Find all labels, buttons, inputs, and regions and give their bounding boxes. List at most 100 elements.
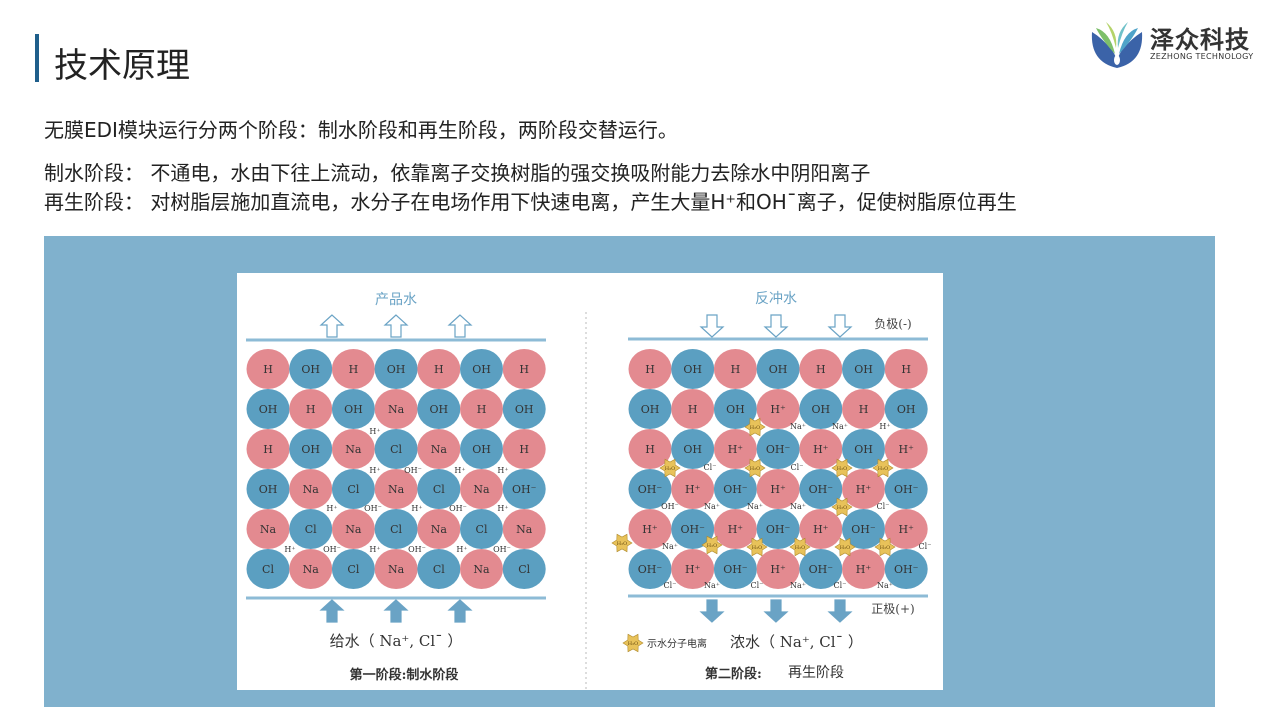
resin-bead-cation <box>671 469 715 509</box>
ion-label: H⁺ <box>369 466 380 475</box>
water-ionization-star-icon <box>834 537 856 557</box>
bead-label: OH⁻ <box>851 523 876 536</box>
bead-label: OH <box>769 363 788 376</box>
ion-label: Na⁺ <box>790 581 806 590</box>
bead-label: OH <box>344 403 363 416</box>
water-molecule-label: H₂O <box>795 545 805 551</box>
resin-bead-cation <box>417 349 461 389</box>
ion-label: H⁺ <box>369 545 380 554</box>
bead-label: H <box>645 443 655 456</box>
water-molecule-label: H₂O <box>617 541 627 547</box>
resin-bead-cation <box>756 389 800 429</box>
ion-label: H⁺ <box>497 466 508 475</box>
resin-bead-anion <box>374 509 418 549</box>
bead-label: H⁺ <box>728 523 744 536</box>
resin-bead-cation <box>502 429 546 469</box>
ion-label: Cl⁻ <box>704 463 717 472</box>
resin-bead-anion <box>246 389 290 429</box>
resin-bead-anion <box>289 509 333 549</box>
stage-1-caption: 第一阶段:制水阶段 <box>350 667 459 683</box>
backwash-arrow-down-icon <box>763 314 789 338</box>
ion-label: OH⁻ <box>493 545 511 554</box>
resin-bead-anion <box>756 429 800 469</box>
resin-bead-cation <box>842 469 885 509</box>
ion-label: H⁺ <box>879 422 890 431</box>
bead-label: H <box>859 403 869 416</box>
resin-bead-anion <box>713 389 757 429</box>
bead-label: OH⁻ <box>809 563 834 576</box>
ion-label: Na⁺ <box>877 581 893 590</box>
bead-label: Na <box>303 483 320 496</box>
stage-2-name: 再生阶段 <box>788 665 844 681</box>
water-molecule-label: H₂O <box>707 543 717 549</box>
feed-water-arrow-up-icon <box>383 599 409 623</box>
bead-label: H⁺ <box>813 443 829 456</box>
ion-label: H⁺ <box>497 504 508 513</box>
ion-label: Na⁺ <box>704 581 720 590</box>
resin-bead-anion <box>799 389 843 429</box>
water-ionization-star-icon <box>744 458 766 478</box>
resin-bead-cation <box>628 509 672 549</box>
resin-bead-cation <box>331 509 375 549</box>
bead-label: Cl <box>390 443 402 456</box>
ion-label: Na⁺ <box>704 502 720 511</box>
resin-bead-anion <box>671 349 715 389</box>
bead-label: OH⁻ <box>723 483 748 496</box>
bead-label: H <box>519 363 529 376</box>
concentrate-water-label: 浓水（ Na⁺, Cl¯ ） <box>730 633 863 651</box>
backwash-water-label: 反冲水 <box>755 291 797 307</box>
resin-bead-anion <box>671 429 715 469</box>
bead-label: Na <box>388 483 405 496</box>
product-water-arrow-up-icon <box>383 314 409 338</box>
product-water-arrow-up-icon <box>319 314 345 338</box>
bead-label: OH <box>811 403 830 416</box>
anode-label: 正极(+) <box>871 602 914 616</box>
bead-label: OH <box>429 403 448 416</box>
bead-label: H⁺ <box>770 563 786 576</box>
resin-bead-cation <box>628 349 672 389</box>
resin-bead-anion <box>502 469 546 509</box>
bead-label: H⁺ <box>728 443 744 456</box>
resin-bead-anion <box>502 549 546 589</box>
resin-bead-anion <box>417 549 461 589</box>
resin-bead-anion <box>374 429 418 469</box>
water-ionization-star-icon <box>744 417 766 437</box>
bead-label: H <box>901 363 911 376</box>
bead-label: H <box>477 403 487 416</box>
bead-label: Na <box>303 563 320 576</box>
cathode-label: 负极(-) <box>874 317 911 331</box>
concentrate-arrow-down-icon <box>763 599 789 623</box>
water-molecule-label: H₂O <box>880 545 890 551</box>
edi-diagram: 产品水 反冲水 负极(-) 正极(+) 给水（ Na⁺, Cl¯ ） 第一阶段:… <box>246 291 931 690</box>
resin-bead-cation <box>799 349 843 389</box>
ion-label: OH⁻ <box>364 504 382 513</box>
resin-bead-anion <box>289 429 333 469</box>
bead-label: OH <box>726 403 745 416</box>
ion-label: Cl⁻ <box>791 463 804 472</box>
water-molecule-label: H₂O <box>840 545 850 551</box>
bead-label: H <box>263 363 273 376</box>
feed-water-arrow-up-icon <box>319 599 345 623</box>
concentrate-arrow-down-icon <box>699 599 725 623</box>
feed-water-arrow-up-icon <box>447 599 473 623</box>
bead-label: OH <box>387 363 406 376</box>
bead-label: OH <box>641 403 660 416</box>
ion-label: Cl⁻ <box>751 581 764 590</box>
bead-label: H⁺ <box>770 403 786 416</box>
ion-label: Na⁺ <box>662 542 678 551</box>
backwash-arrow-down-icon <box>827 314 853 338</box>
ion-label: H⁺ <box>411 504 422 513</box>
bead-label: Cl <box>518 563 530 576</box>
ion-label: Cl⁻ <box>877 502 890 511</box>
logo-name-en: ZEZHONG TECHNOLOGY <box>1150 52 1254 61</box>
water-ionization-star-icon <box>622 633 644 653</box>
bead-label: Cl <box>433 483 445 496</box>
resin-bead-cation <box>502 509 546 549</box>
water-molecule-label: H₂O <box>665 466 675 472</box>
bead-label: Cl <box>262 563 274 576</box>
bead-label: Na <box>260 523 277 536</box>
lotus-logo-icon <box>1091 22 1143 68</box>
water-ionization-star-icon <box>701 535 723 555</box>
resin-bead-anion <box>628 469 672 509</box>
page-title: 技术原理 <box>54 46 190 86</box>
